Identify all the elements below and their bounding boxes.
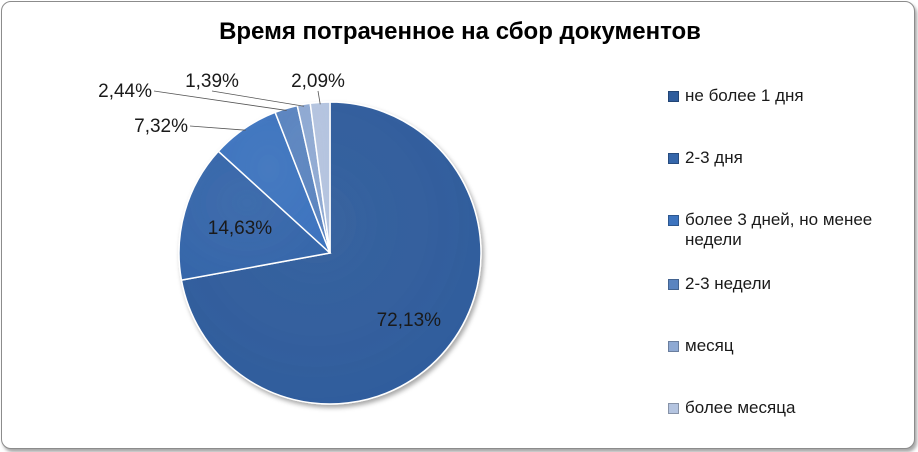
legend-swatch-3 (668, 215, 679, 226)
legend-label-5: месяц (685, 336, 734, 355)
legend-label-3: более 3 дней, но менее недели (685, 210, 873, 249)
data-label-6: 2,09% (291, 71, 345, 92)
chart-title: Время потраченное на сбор документов (219, 18, 701, 45)
leader-line-5 (211, 90, 305, 107)
data-label-3: 7,32% (134, 116, 188, 137)
legend-item-1: не более 1 дня (668, 86, 908, 106)
legend-swatch-5 (668, 341, 679, 352)
pie-slice-1 (180, 101, 482, 405)
legend-label-1: не более 1 дня (685, 86, 804, 105)
legend-item-5: месяц (668, 336, 908, 356)
data-label-1: 72,13% (377, 310, 442, 331)
pie-slice-2 (178, 150, 332, 281)
legend-item-3: более 3 дней, но менее недели (668, 210, 908, 250)
leader-line-3 (189, 125, 246, 131)
legend-swatch-2 (668, 153, 679, 164)
data-label-4: 2,44% (98, 81, 152, 102)
data-label-5: 1,39% (185, 71, 239, 92)
legend-item-2: 2-3 дня (668, 148, 908, 168)
legend-label-4: 2-3 недели (685, 274, 771, 293)
leader-line-6 (317, 90, 321, 105)
legend-label-2: 2-3 дня (685, 148, 743, 167)
leader-line-4 (153, 90, 287, 111)
legend-swatch-6 (668, 403, 679, 414)
data-label-2: 14,63% (208, 218, 273, 239)
legend-label-6: более месяца (685, 398, 796, 417)
legend-item-4: 2-3 недели (668, 274, 908, 294)
legend-swatch-1 (668, 91, 679, 102)
legend-item-6: более месяца (668, 398, 908, 418)
legend-swatch-4 (668, 279, 679, 290)
